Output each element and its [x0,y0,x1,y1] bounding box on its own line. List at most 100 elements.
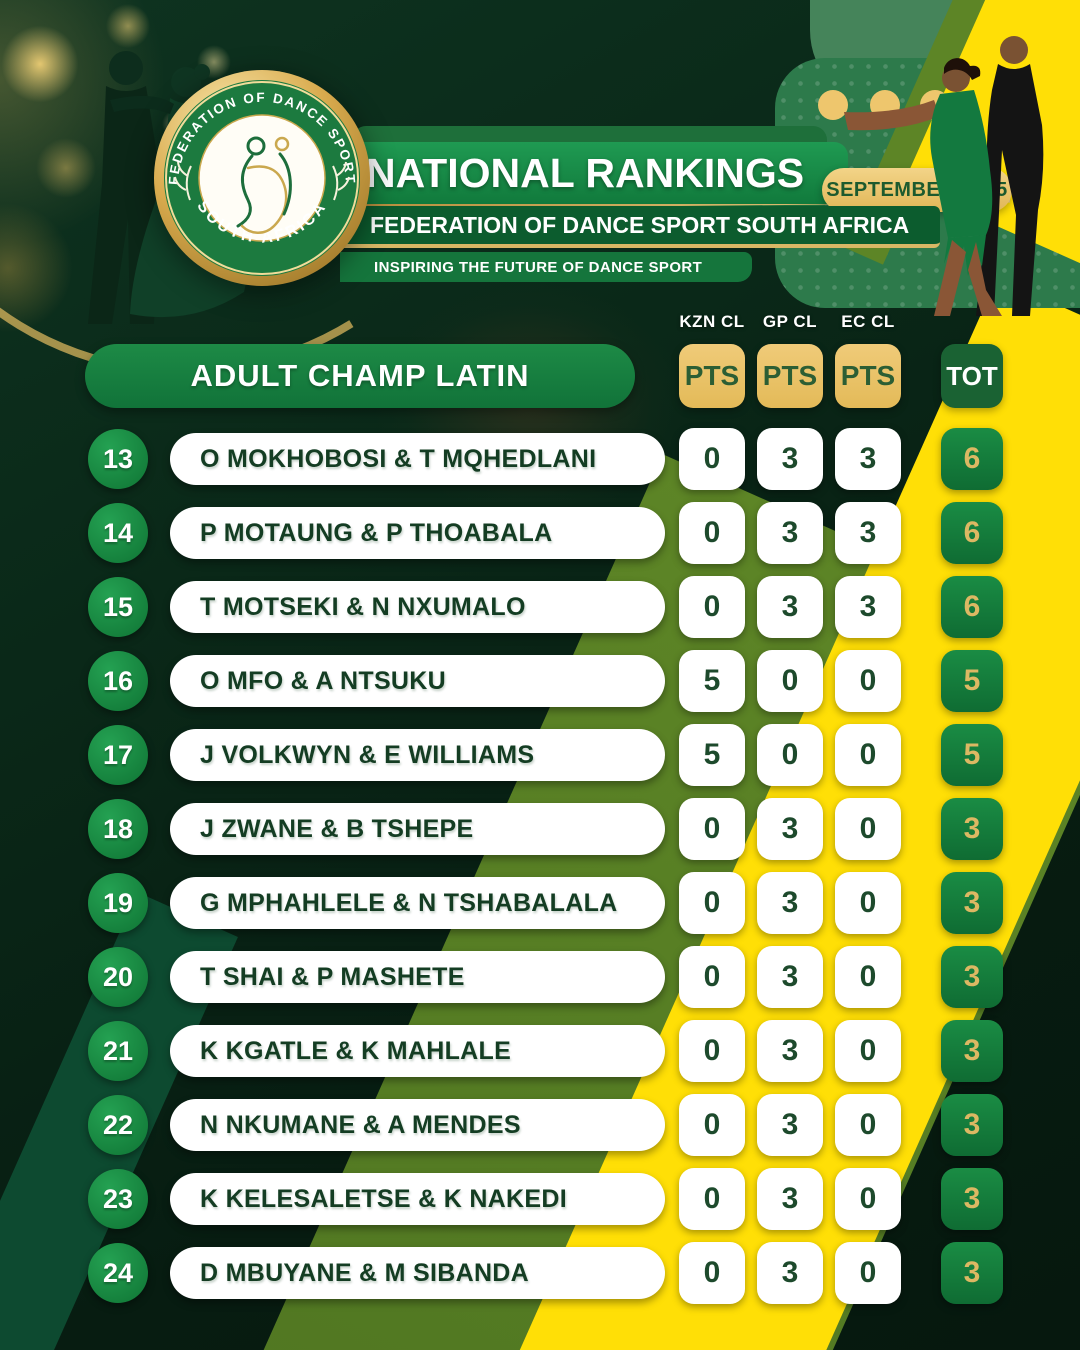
kzn-points-cell: 0 [679,1094,745,1156]
couple-name-pill: K KGATLE & K MAHLALE [170,1025,665,1077]
tagline: INSPIRING THE FUTURE OF DANCE SPORT [340,252,752,282]
couple-name-pill: G MPHAHLELE & N TSHABALALA [170,877,665,929]
ec-points-cell: 3 [835,576,901,638]
couple-names: G MPHAHLELE & N TSHABALALA [200,888,618,917]
kzn-points-value: 0 [703,1034,721,1067]
ec-points-value: 0 [859,1182,877,1215]
rank-badge: 20 [88,947,148,1007]
table-row: 15 T MOTSEKI & N NXUMALO 0 3 3 6 [0,570,1080,644]
gp-points-cell: 3 [757,1242,823,1304]
category-title: ADULT CHAMP LATIN [85,344,635,408]
tagline-text: INSPIRING THE FUTURE OF DANCE SPORT [374,258,703,276]
ec-points-value: 0 [859,738,877,771]
kzn-points-cell: 0 [679,1168,745,1230]
couple-names: T SHAI & P MASHETE [200,962,465,991]
total-points-cell: 3 [941,798,1003,860]
couple-names: D MBUYANE & M SIBANDA [200,1258,530,1287]
gp-points-cell: 3 [757,576,823,638]
couple-name-pill: J VOLKWYN & E WILLIAMS [170,729,665,781]
kzn-points-cell: 0 [679,872,745,934]
gp-points-cell: 0 [757,724,823,786]
kzn-points-value: 0 [703,1256,721,1289]
dancing-couple-emblem [236,136,292,234]
column-header-kzn: KZN CL [679,312,745,331]
gold-dot-icon [818,90,848,120]
kzn-points-value: 0 [703,590,721,623]
page-title: NATIONAL RANKINGS [340,142,848,204]
gp-points-cell: 3 [757,1168,823,1230]
rank-badge: 16 [88,651,148,711]
ec-points-cell: 0 [835,798,901,860]
total-points-cell: 3 [941,872,1003,934]
total-points-cell: 6 [941,428,1003,490]
couple-names: J VOLKWYN & E WILLIAMS [200,740,535,769]
couple-name-pill: J ZWANE & B TSHEPE [170,803,665,855]
kzn-points-value: 0 [703,1182,721,1215]
ec-points-cell: 3 [835,502,901,564]
rank-number: 21 [102,1035,134,1066]
gp-points-value: 0 [781,738,799,771]
rank-badge: 13 [88,429,148,489]
gp-points-value: 3 [781,442,799,475]
total-header: TOT [941,344,1003,408]
table-row: 16 O MFO & A NTSUKU 5 0 0 5 [0,644,1080,718]
kzn-points-cell: 0 [679,946,745,1008]
total-points-cell: 5 [941,650,1003,712]
table-row: 20 T SHAI & P MASHETE 0 3 0 3 [0,940,1080,1014]
couple-names: O MOKHOBOSI & T MQHEDLANI [200,444,597,473]
ec-points-cell: 0 [835,1242,901,1304]
ec-points-value: 0 [859,960,877,993]
gp-points-cell: 3 [757,502,823,564]
couple-names: N NKUMANE & A MENDES [200,1110,521,1139]
ec-points-cell: 0 [835,650,901,712]
kzn-points-cell: 0 [679,576,745,638]
kzn-points-value: 0 [703,516,721,549]
gp-points-value: 3 [781,886,799,919]
ec-points-value: 0 [859,886,877,919]
gp-points-cell: 3 [757,1094,823,1156]
gp-points-cell: 0 [757,650,823,712]
kzn-points-cell: 0 [679,502,745,564]
rank-badge: 22 [88,1095,148,1155]
rank-badge: 19 [88,873,148,933]
total-points-value: 3 [963,1034,981,1067]
table-row: 13 O MOKHOBOSI & T MQHEDLANI 0 3 3 6 [0,422,1080,496]
ec-points-cell: 0 [835,1168,901,1230]
couple-name-pill: N NKUMANE & A MENDES [170,1099,665,1151]
kzn-points-value: 0 [703,442,721,475]
ec-points-cell: 0 [835,1020,901,1082]
kzn-points-value: 0 [703,1108,721,1141]
category-title-text: ADULT CHAMP LATIN [190,358,530,393]
kzn-points-cell: 5 [679,650,745,712]
gp-points-value: 3 [781,1182,799,1215]
ec-points-value: 3 [859,590,877,623]
table-row: 18 J ZWANE & B TSHEPE 0 3 0 3 [0,792,1080,866]
rank-badge: 15 [88,577,148,637]
rank-badge: 23 [88,1169,148,1229]
kzn-points-value: 0 [703,886,721,919]
table-row: 17 J VOLKWYN & E WILLIAMS 5 0 0 5 [0,718,1080,792]
total-points-cell: 3 [941,1094,1003,1156]
total-points-value: 5 [963,664,981,697]
total-points-cell: 3 [941,946,1003,1008]
gp-points-value: 3 [781,516,799,549]
couple-names: T MOTSEKI & N NXUMALO [200,592,526,621]
ec-points-value: 0 [859,664,877,697]
couple-name-pill: D MBUYANE & M SIBANDA [170,1247,665,1299]
table-row: 14 P MOTAUNG & P THOABALA 0 3 3 6 [0,496,1080,570]
rank-badge: 24 [88,1243,148,1303]
ec-points-cell: 0 [835,724,901,786]
gp-points-cell: 3 [757,428,823,490]
kzn-points-value: 5 [703,738,721,771]
gp-points-value: 0 [781,664,799,697]
rank-number: 24 [102,1257,134,1288]
couple-name-pill: T MOTSEKI & N NXUMALO [170,581,665,633]
ec-points-cell: 0 [835,872,901,934]
total-points-value: 3 [963,1108,981,1141]
latin-couple-image [844,36,1044,316]
rank-badge: 17 [88,725,148,785]
couple-names: K KELESALETSE & K NAKEDI [200,1184,567,1213]
rank-number: 20 [102,961,134,992]
total-points-cell: 3 [941,1242,1003,1304]
